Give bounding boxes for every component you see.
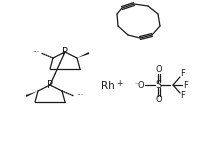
Text: O: O xyxy=(138,80,144,89)
Text: O: O xyxy=(155,66,162,75)
Polygon shape xyxy=(26,91,38,97)
Text: ···: ··· xyxy=(76,91,83,100)
Polygon shape xyxy=(77,52,89,58)
Text: O: O xyxy=(155,96,162,105)
Text: S: S xyxy=(155,80,161,90)
Text: F: F xyxy=(180,91,185,100)
Text: P: P xyxy=(62,47,68,57)
Text: F: F xyxy=(180,69,185,78)
Text: Rh: Rh xyxy=(101,81,115,91)
Text: P: P xyxy=(47,80,53,90)
Text: +: + xyxy=(116,78,122,87)
Text: ···: ··· xyxy=(32,48,39,58)
Text: ⁻: ⁻ xyxy=(134,82,138,88)
Text: F: F xyxy=(183,80,188,89)
